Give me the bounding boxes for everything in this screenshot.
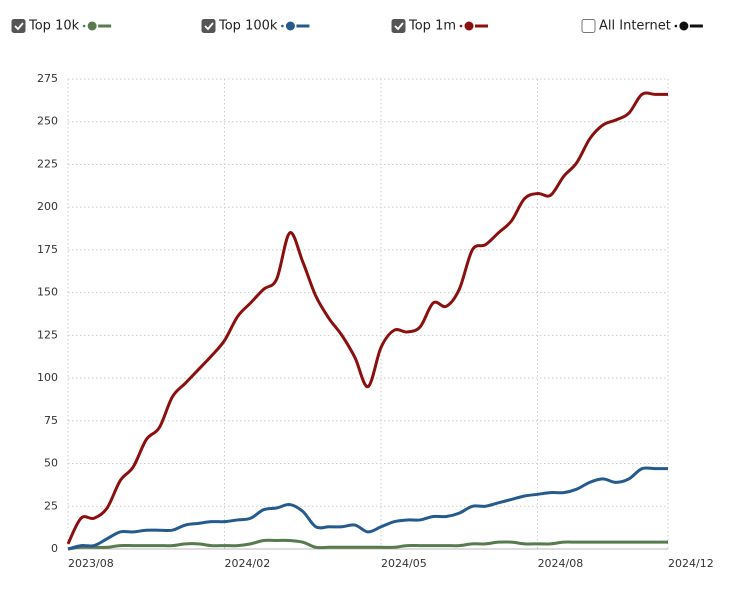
y-tick-label: 200: [37, 200, 58, 213]
checkmark: [394, 22, 404, 31]
legend-checkbox[interactable]: [11, 19, 26, 33]
y-tick-label: 50: [44, 457, 58, 470]
x-tick-label: 2024/02: [225, 557, 271, 570]
legend-dot-small: [281, 24, 284, 28]
y-tick-label: 75: [44, 414, 58, 427]
legend-marker: [87, 21, 97, 31]
legend-marker: [679, 21, 689, 31]
x-tick-label: 2024/05: [381, 557, 427, 570]
y-tick-label: 25: [44, 499, 58, 512]
legend-dot-small: [674, 24, 678, 28]
series-line: [66, 91, 668, 545]
y-tick-label: 250: [37, 115, 58, 128]
x-tick-label: 2024/08: [538, 557, 584, 570]
x-tick-label: 2024/12: [668, 557, 714, 570]
legend-label[interactable]: All Internet: [599, 19, 671, 34]
legend-dot-small: [82, 24, 86, 28]
y-tick-label: 225: [37, 157, 58, 170]
series-line: [67, 538, 668, 551]
legend-label[interactable]: Top 10k: [28, 19, 80, 34]
y-tick-label: 175: [37, 243, 58, 256]
series-line: [67, 466, 668, 551]
x-tick-label: 2023/08: [68, 557, 114, 570]
legend-dot-small: [459, 24, 463, 28]
legend-label[interactable]: Top 1m: [408, 19, 456, 34]
y-tick-label: 150: [37, 286, 58, 299]
y-tick-label: 275: [37, 72, 58, 85]
legend-marker: [464, 21, 474, 31]
legend-checkbox[interactable]: [201, 19, 216, 33]
legend-checkbox[interactable]: [391, 19, 406, 33]
checkmark: [204, 22, 214, 31]
checkmark: [14, 22, 24, 31]
y-tick-label: 100: [37, 371, 58, 384]
legend-label[interactable]: Top 100k: [218, 19, 278, 34]
legend-checkbox[interactable]: [581, 19, 596, 33]
y-tick-label: 125: [37, 328, 58, 341]
y-tick-label: 0: [51, 542, 58, 555]
legend-marker: [285, 21, 295, 31]
legend: Top 10k Top 100k Top 1m All Internet: [11, 19, 703, 34]
